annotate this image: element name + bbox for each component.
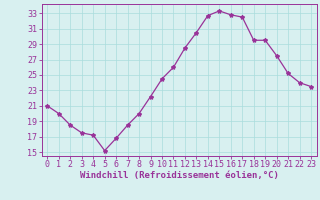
X-axis label: Windchill (Refroidissement éolien,°C): Windchill (Refroidissement éolien,°C) <box>80 171 279 180</box>
